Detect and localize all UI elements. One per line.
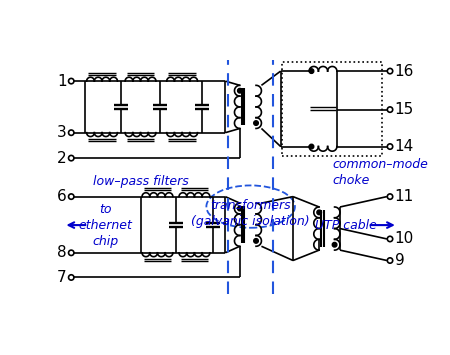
Text: transformers
(galvanic isolation): transformers (galvanic isolation) — [191, 199, 310, 228]
Text: 11: 11 — [395, 189, 414, 204]
Bar — [282, 62, 382, 156]
Text: 14: 14 — [395, 139, 414, 154]
Circle shape — [238, 88, 242, 93]
Text: low–pass filters: low–pass filters — [93, 175, 189, 188]
Text: 6: 6 — [57, 189, 67, 204]
Text: 7: 7 — [57, 270, 67, 285]
Text: 15: 15 — [395, 102, 414, 117]
Circle shape — [309, 144, 314, 149]
Text: UTP cable: UTP cable — [315, 219, 377, 231]
Text: 1: 1 — [57, 73, 67, 89]
Text: 8: 8 — [57, 245, 67, 260]
Circle shape — [254, 121, 258, 125]
Circle shape — [317, 210, 321, 215]
Circle shape — [332, 242, 337, 247]
Text: to
ethernet
chip: to ethernet chip — [78, 203, 132, 247]
Text: 10: 10 — [395, 231, 414, 246]
Circle shape — [309, 69, 314, 73]
Circle shape — [254, 239, 258, 243]
Text: common–mode
choke: common–mode choke — [332, 158, 428, 187]
Circle shape — [238, 206, 242, 211]
Text: 3: 3 — [57, 125, 67, 140]
Text: 16: 16 — [395, 64, 414, 78]
Text: 2: 2 — [57, 151, 67, 165]
Text: 9: 9 — [395, 253, 405, 268]
